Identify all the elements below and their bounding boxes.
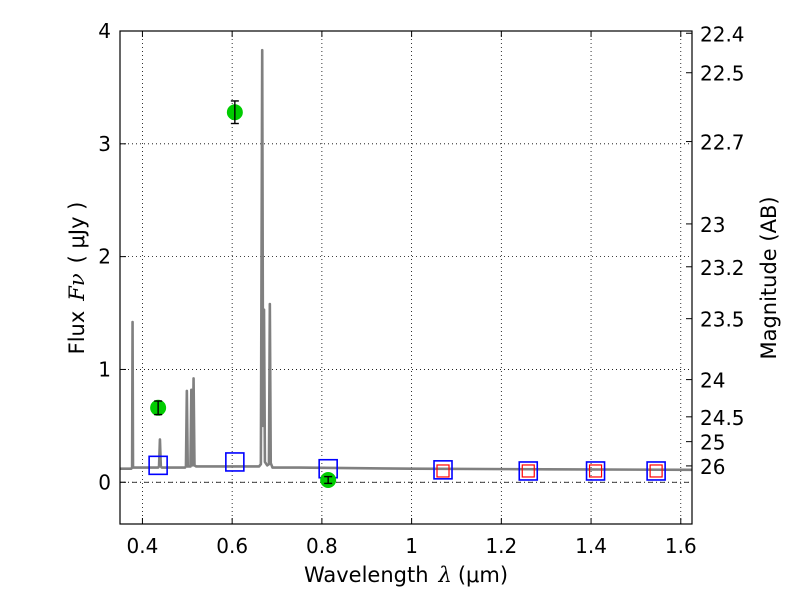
- right-tick-label: 26: [700, 455, 725, 479]
- y-axis-title: Flux Fν ( μJy ): [65, 202, 89, 355]
- right-tick-label: 23.5: [700, 308, 745, 332]
- y-tick-label: 1: [98, 357, 111, 381]
- y-tick-label: 3: [98, 132, 111, 156]
- right-tick-label: 22.5: [700, 62, 745, 86]
- model-photometry-square: [225, 452, 245, 472]
- right-tick-label: 24: [700, 369, 725, 393]
- right-tick-label: 22.4: [700, 22, 745, 46]
- x-tick-label: 0.8: [306, 534, 338, 558]
- x-axis-unit: (μm): [458, 563, 508, 587]
- right-axis-title: Magnitude (AB): [757, 196, 781, 359]
- right-tick-label: 23: [700, 213, 725, 237]
- x-tick-label: 1.2: [485, 534, 517, 558]
- y-tick-label: 4: [98, 19, 111, 43]
- x-axis-label: Wavelength: [304, 563, 429, 587]
- upper-limit-square: [436, 464, 450, 478]
- model-spectrum-line: [120, 48, 693, 472]
- right-tick-label: 24.5: [700, 406, 745, 430]
- model-photometry-square: [646, 461, 666, 481]
- x-tick-label: 1.4: [575, 534, 607, 558]
- model-photometry-square: [433, 460, 453, 480]
- x-tick-label: 0.6: [216, 534, 248, 558]
- x-axis-symbol: λ: [438, 563, 452, 587]
- y-axis-unit: ( μJy ): [65, 202, 89, 264]
- right-tick-label: 25: [700, 431, 725, 455]
- right-tick-label: 23.2: [700, 256, 745, 280]
- y-axis-label: Flux: [65, 311, 89, 355]
- y-tick-label: 2: [98, 245, 111, 269]
- y-tick-label: 0: [98, 470, 111, 494]
- model-photometry-square: [518, 461, 539, 481]
- x-tick-label: 0.4: [127, 534, 159, 558]
- upper-limit-square: [521, 464, 535, 478]
- upper-limit-square: [649, 464, 663, 478]
- right-tick-label: 22.7: [700, 131, 745, 155]
- data-layer: [120, 48, 693, 489]
- plot-frame: [119, 30, 693, 525]
- y-axis-symbol: Fν: [65, 273, 89, 302]
- x-tick-label: 1: [405, 534, 418, 558]
- model-photometry-square: [585, 461, 606, 481]
- upper-limit-square: [588, 464, 603, 478]
- x-axis-title: Wavelength λ (μm): [304, 563, 508, 587]
- x-tick-label: 1.6: [665, 534, 697, 558]
- model-photometry-square: [148, 455, 168, 476]
